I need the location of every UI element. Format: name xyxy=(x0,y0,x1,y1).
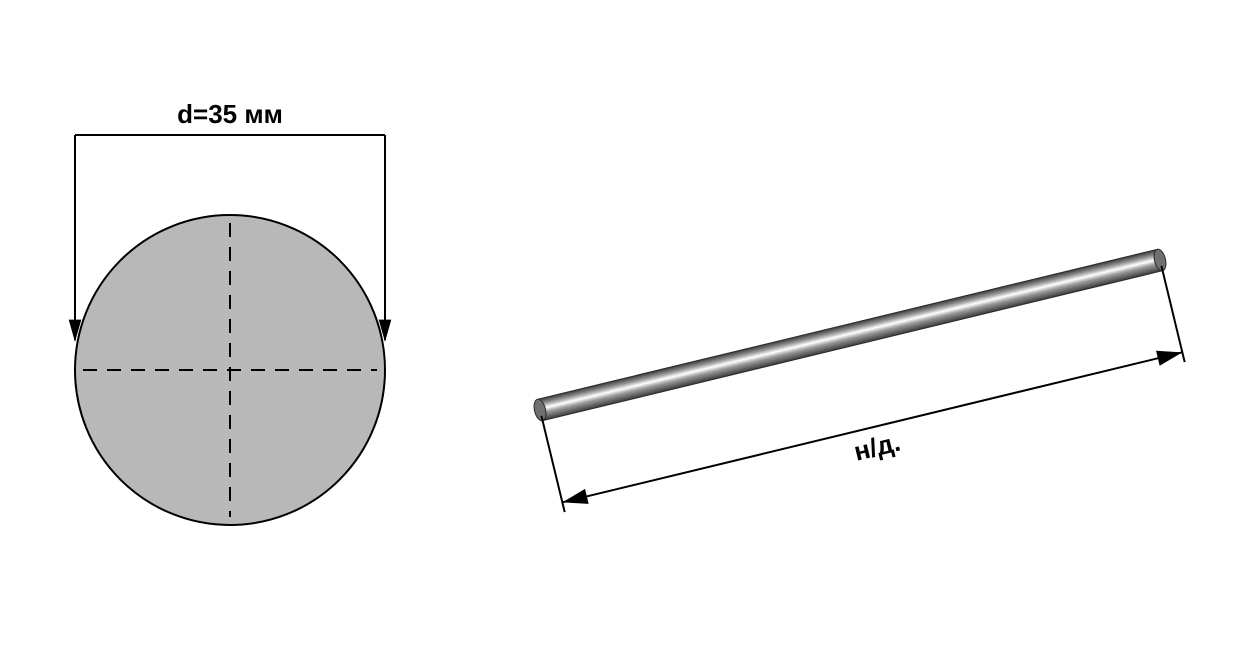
diameter-label: d=35 мм xyxy=(177,99,283,129)
rod-dimension-arrow-right xyxy=(1156,345,1184,366)
rod-dimension-arrow-left xyxy=(561,489,589,510)
rod-extension-line-right xyxy=(1161,266,1184,362)
rod-length-label: н/д. xyxy=(851,427,903,467)
diagram-container: d=35 мм н/д. xyxy=(0,0,1240,660)
technical-drawing-svg: d=35 мм н/д. xyxy=(0,0,1240,660)
rod-side-view xyxy=(532,248,1168,422)
rod-extension-line-left xyxy=(541,416,564,512)
